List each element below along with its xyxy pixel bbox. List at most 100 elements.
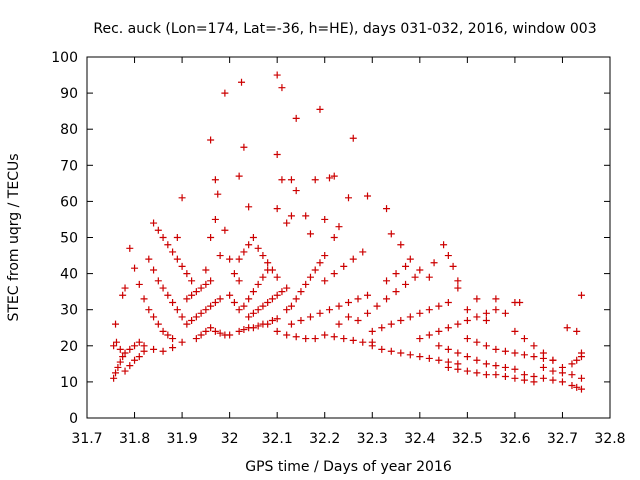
data-point	[164, 241, 172, 249]
data-point	[383, 205, 391, 213]
data-point	[511, 327, 519, 335]
x-tick-label: 32.6	[499, 431, 530, 447]
data-point	[444, 252, 452, 260]
data-point	[235, 172, 243, 180]
data-point	[154, 277, 162, 285]
data-point	[264, 320, 272, 328]
data-point	[473, 295, 481, 303]
data-point	[345, 298, 352, 306]
data-point	[345, 194, 352, 202]
data-point	[197, 309, 205, 317]
data-point	[249, 309, 257, 317]
data-point	[568, 382, 576, 390]
data-point	[245, 203, 253, 211]
data-point	[126, 244, 134, 252]
data-point	[211, 176, 219, 184]
data-point	[340, 262, 348, 270]
data-point	[135, 338, 143, 346]
y-tick-label: 10	[60, 375, 78, 391]
data-point	[511, 349, 519, 357]
data-point	[435, 342, 443, 350]
data-point	[211, 327, 219, 335]
data-point	[259, 273, 267, 281]
data-point	[482, 360, 490, 368]
data-point	[164, 331, 172, 339]
data-point	[558, 369, 566, 377]
data-point	[416, 335, 424, 343]
data-point	[306, 313, 314, 321]
data-point	[230, 298, 238, 306]
data-point	[563, 324, 571, 332]
data-point	[349, 134, 357, 142]
data-point	[558, 378, 566, 386]
x-axis: 31.7 31.8 31.9 32 32.1 32.2 32.3 32.4 32.5 32.6 32…	[71, 57, 626, 447]
data-point	[249, 288, 257, 296]
data-point	[126, 345, 134, 353]
x-tick-label: 31.8	[119, 431, 150, 447]
data-point	[121, 284, 129, 292]
data-point	[214, 190, 222, 198]
data-point	[316, 309, 324, 317]
data-point	[325, 306, 333, 314]
data-point	[287, 212, 295, 220]
data-point	[349, 336, 357, 344]
data-point	[378, 345, 386, 353]
data-point	[178, 338, 186, 346]
x-tick-label: 32.3	[357, 431, 388, 447]
data-point	[340, 335, 348, 343]
x-tick-label: 31.7	[71, 431, 102, 447]
data-point	[473, 356, 481, 364]
data-point	[121, 349, 129, 357]
data-point	[169, 298, 177, 306]
data-point	[368, 327, 376, 335]
x-tick-label: 31.9	[167, 431, 198, 447]
data-point	[169, 248, 177, 256]
data-point	[492, 306, 500, 314]
data-point	[425, 354, 433, 362]
data-point	[492, 371, 500, 379]
data-point	[202, 280, 210, 288]
data-point	[145, 255, 153, 263]
data-point	[345, 313, 352, 321]
data-point	[364, 291, 372, 299]
data-point	[311, 335, 319, 343]
data-point	[216, 252, 224, 260]
data-point	[444, 345, 452, 353]
data-point	[192, 288, 200, 296]
x-tick-label: 32	[221, 431, 239, 447]
data-point	[316, 105, 324, 113]
y-axis-label: STEC from uqrg / TECUs	[6, 153, 22, 321]
data-point	[292, 187, 300, 195]
data-point	[150, 313, 158, 321]
data-point	[520, 351, 528, 359]
data-point	[131, 342, 139, 350]
y-tick-label: 70	[60, 158, 78, 174]
data-point	[192, 313, 200, 321]
data-point	[330, 270, 338, 278]
data-point	[321, 277, 329, 285]
data-point	[259, 302, 267, 310]
data-point	[273, 150, 281, 158]
data-point	[273, 205, 281, 213]
x-tick-label: 32.2	[309, 431, 340, 447]
data-point	[202, 306, 210, 314]
data-point	[473, 369, 481, 377]
data-point	[154, 226, 162, 234]
data-point	[150, 345, 158, 353]
x-tick-label: 32.8	[594, 431, 625, 447]
data-point	[549, 376, 557, 384]
data-point	[387, 320, 395, 328]
data-point	[573, 383, 581, 391]
data-point	[325, 174, 333, 182]
data-point	[273, 273, 281, 281]
data-point	[416, 309, 424, 317]
data-point	[292, 295, 300, 303]
data-point	[164, 291, 172, 299]
data-point	[454, 349, 462, 357]
data-point	[226, 331, 234, 339]
data-point	[454, 320, 462, 328]
data-point	[349, 255, 357, 263]
y-axis: 0 10 20 30 40 50 60 70 80 90 100	[51, 50, 610, 427]
data-point	[425, 306, 433, 314]
data-point	[278, 84, 286, 92]
